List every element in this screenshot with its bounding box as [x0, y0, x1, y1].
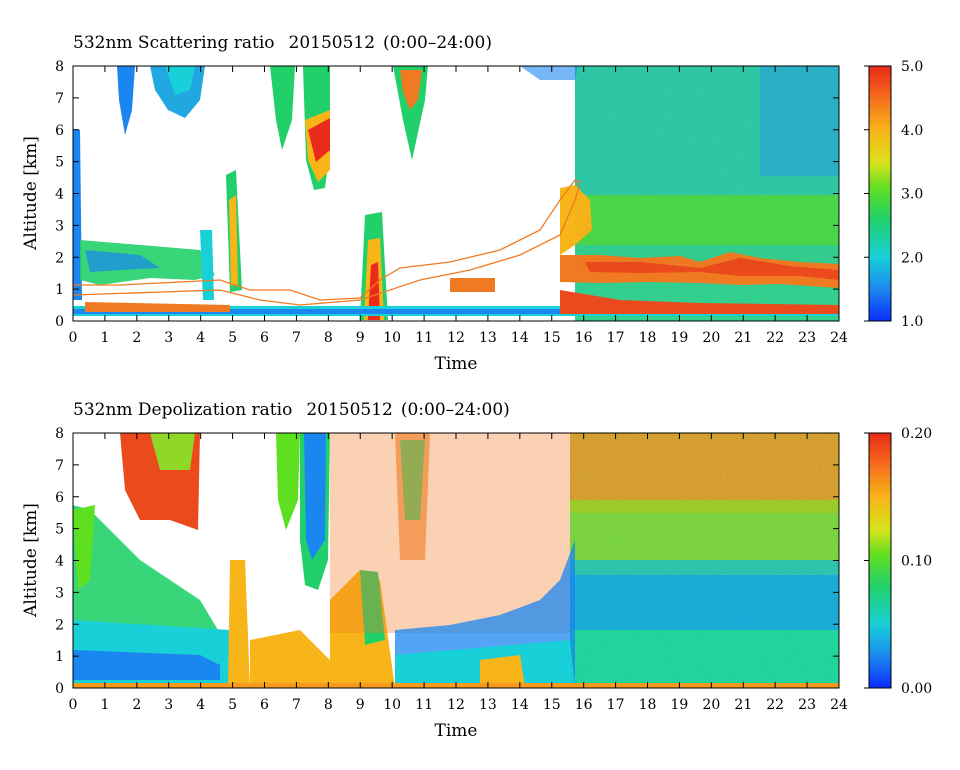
x-tick-label: 24: [830, 330, 848, 346]
x-tick-label: 16: [575, 697, 593, 713]
x-tick-label: 12: [447, 330, 465, 346]
x-tick-label: 20: [702, 697, 720, 713]
x-tick-label: 3: [164, 697, 173, 713]
colorbar-ticks: 0.20 0.10 0.00: [864, 426, 932, 697]
x-tick-label: 17: [607, 697, 625, 713]
x-tick-label: 1: [100, 330, 109, 346]
x-tick-label: 21: [734, 697, 752, 713]
heatmap-area: [73, 433, 839, 688]
y-tick-label: 3: [55, 585, 64, 601]
x-tick-label: 18: [639, 330, 657, 346]
x-tick-label: 23: [798, 330, 816, 346]
x-axis-label: Time: [435, 354, 478, 374]
y-tick-label: 5: [55, 155, 64, 171]
y-tick-label: 1: [55, 649, 64, 665]
x-tick-label: 8: [324, 697, 333, 713]
y-tick-label: 4: [55, 554, 64, 570]
colorbar-tick-label: 0.20: [901, 426, 932, 442]
x-tick-label: 5: [228, 697, 237, 713]
x-tick-label: 14: [511, 330, 529, 346]
x-axis-label: Time: [435, 721, 478, 741]
y-tick-label: 6: [55, 123, 64, 139]
x-tick-label: 14: [511, 697, 529, 713]
y-tick-label: 8: [55, 59, 64, 75]
y-tick-label: 8: [55, 426, 64, 442]
x-tick-label: 21: [734, 330, 752, 346]
depolarization-ratio-panel: 532nm Depolization ratio 20150512 (0:00–24…: [21, 400, 932, 741]
x-tick-label: 24: [830, 697, 848, 713]
x-tick-label: 3: [164, 330, 173, 346]
x-tick-label: 6: [260, 330, 269, 346]
x-tick-label: 0: [69, 330, 78, 346]
x-axis-ticks: 0 1 2 3 4 5 6 7 8 9 10 11 12 13 14 15 16 17 18 19 20 21 22 23 24: [69, 433, 848, 713]
heatmap-area: [73, 66, 839, 321]
x-tick-label: 13: [479, 697, 497, 713]
x-tick-label: 2: [132, 330, 141, 346]
x-tick-label: 7: [292, 330, 301, 346]
x-tick-label: 22: [766, 697, 784, 713]
x-tick-label: 5: [228, 330, 237, 346]
y-tick-label: 0: [55, 681, 64, 697]
x-tick-label: 16: [575, 330, 593, 346]
x-tick-label: 15: [543, 697, 561, 713]
scattering-ratio-panel: 532nm Scattering ratio 20150512 (0:00–24:0…: [21, 33, 923, 374]
y-tick-label: 0: [55, 314, 64, 330]
colorbar-gradient: [869, 66, 891, 321]
y-tick-label: 2: [55, 250, 64, 266]
colorbar-tick-label: 5.0: [901, 59, 923, 75]
y-tick-label: 4: [55, 187, 64, 203]
y-axis-label: Altitude [km]: [21, 503, 41, 618]
x-tick-label: 20: [702, 330, 720, 346]
colorbar-tick-label: 0.10: [901, 554, 932, 570]
x-tick-label: 10: [383, 697, 401, 713]
colorbar: 5.0 4.0 3.0 2.0 1.0: [864, 59, 923, 330]
x-tick-label: 4: [196, 330, 205, 346]
colorbar-tick-label: 3.0: [901, 187, 923, 203]
x-tick-label: 9: [356, 330, 365, 346]
colorbar-gradient: [869, 433, 891, 688]
x-tick-label: 19: [671, 330, 689, 346]
chart-title: 532nm Depolization ratio 20150512 (0:00–24…: [73, 400, 510, 420]
colorbar-tick-label: 2.0: [901, 250, 923, 266]
x-tick-label: 13: [479, 330, 497, 346]
y-tick-label: 2: [55, 617, 64, 633]
colorbar: 0.20 0.10 0.00: [864, 426, 932, 697]
colorbar-tick-label: 4.0: [901, 123, 923, 139]
y-tick-label: 7: [55, 91, 64, 107]
x-tick-label: 6: [260, 697, 269, 713]
x-tick-label: 19: [671, 697, 689, 713]
y-tick-label: 6: [55, 490, 64, 506]
x-tick-label: 7: [292, 697, 301, 713]
x-tick-label: 9: [356, 697, 365, 713]
colorbar-tick-label: 0.00: [901, 681, 932, 697]
y-axis-ticks: 0 1 2 3 4 5 6 7 8: [55, 426, 839, 697]
colorbar-tick-label: 1.0: [901, 314, 923, 330]
x-tick-label: 8: [324, 330, 333, 346]
x-tick-label: 17: [607, 330, 625, 346]
x-tick-label: 22: [766, 330, 784, 346]
x-tick-label: 2: [132, 697, 141, 713]
x-tick-label: 0: [69, 697, 78, 713]
y-axis-ticks: 0 1 2 3 4 5 6 7 8: [55, 59, 839, 330]
x-tick-label: 4: [196, 697, 205, 713]
x-tick-label: 15: [543, 330, 561, 346]
y-tick-label: 7: [55, 458, 64, 474]
x-tick-label: 12: [447, 697, 465, 713]
y-axis-label: Altitude [km]: [21, 136, 41, 251]
colorbar-ticks: 5.0 4.0 3.0 2.0 1.0: [864, 59, 923, 330]
x-tick-label: 11: [415, 697, 433, 713]
y-tick-label: 1: [55, 282, 64, 298]
chart-title: 532nm Scattering ratio 20150512 (0:00–24:0…: [73, 33, 492, 53]
x-tick-label: 10: [383, 330, 401, 346]
x-axis-ticks: 0 1 2 3 4 5 6 7 8 9 10 11 12 13 14 15 16 17 18 19 20 21 22 23 24: [69, 66, 848, 346]
x-tick-label: 23: [798, 697, 816, 713]
x-tick-label: 1: [100, 697, 109, 713]
x-tick-label: 11: [415, 330, 433, 346]
x-tick-label: 18: [639, 697, 657, 713]
y-tick-label: 3: [55, 218, 64, 234]
y-tick-label: 5: [55, 522, 64, 538]
